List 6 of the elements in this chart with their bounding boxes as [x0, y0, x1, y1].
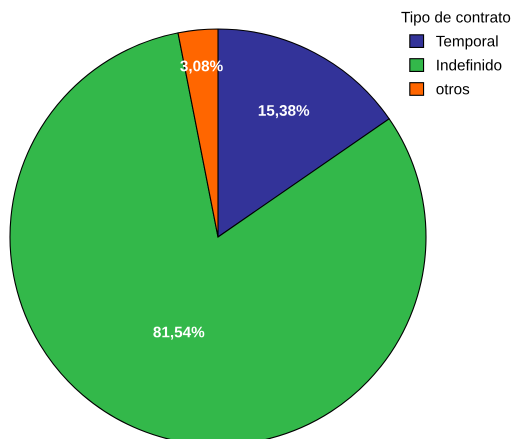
legend-label: Indefinido: [437, 59, 502, 70]
data-label: 15,38%: [258, 105, 310, 118]
legend-title: Tipo de contrato: [401, 11, 510, 26]
legend-label: Temporal: [436, 35, 498, 50]
legend-label: otros: [436, 84, 470, 94]
data-label: 81,54%: [153, 326, 204, 340]
